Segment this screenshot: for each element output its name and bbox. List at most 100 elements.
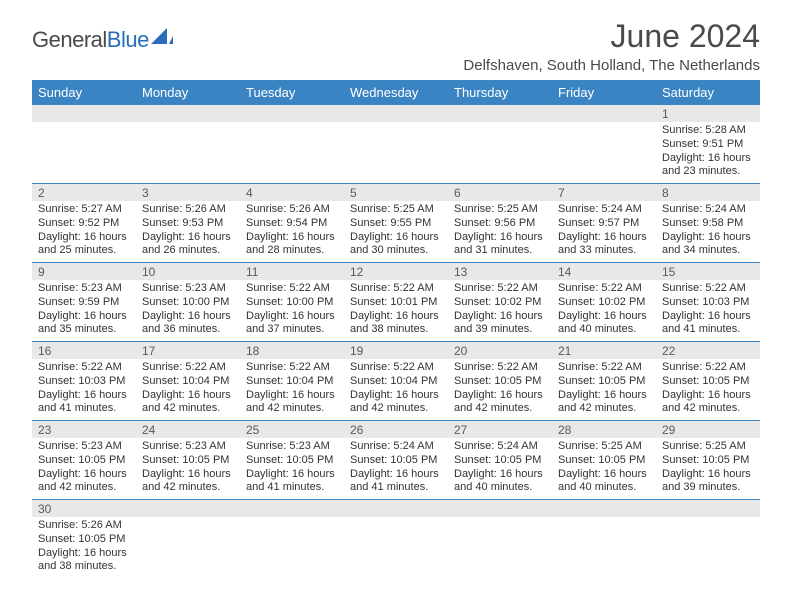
detail-row: Sunrise: 5:23 AM Sunset: 9:59 PM Dayligh…: [32, 280, 760, 342]
day-number-cell: 11: [240, 263, 344, 281]
day-detail-cell: Sunrise: 5:25 AM Sunset: 9:55 PM Dayligh…: [344, 201, 448, 263]
day-detail-cell: [552, 517, 656, 578]
weekday-header: Wednesday: [344, 80, 448, 105]
day-detail-cell: Sunrise: 5:24 AM Sunset: 9:57 PM Dayligh…: [552, 201, 656, 263]
daynum-row: 23242526272829: [32, 421, 760, 439]
day-number-cell: 30: [32, 500, 136, 518]
day-number-cell: 20: [448, 342, 552, 360]
day-detail-cell: Sunrise: 5:22 AM Sunset: 10:05 PM Daylig…: [552, 359, 656, 421]
calendar-page: GeneralBlue June 2024 Delfshaven, South …: [0, 0, 792, 578]
day-number-cell: [344, 500, 448, 518]
day-detail-cell: Sunrise: 5:27 AM Sunset: 9:52 PM Dayligh…: [32, 201, 136, 263]
location-text: Delfshaven, South Holland, The Netherlan…: [463, 57, 760, 74]
page-header: GeneralBlue June 2024 Delfshaven, South …: [32, 18, 760, 74]
day-detail-cell: [136, 517, 240, 578]
day-detail-cell: Sunrise: 5:22 AM Sunset: 10:01 PM Daylig…: [344, 280, 448, 342]
day-number-cell: 21: [552, 342, 656, 360]
day-number-cell: 12: [344, 263, 448, 281]
day-detail-cell: [240, 122, 344, 184]
day-detail-cell: Sunrise: 5:22 AM Sunset: 10:05 PM Daylig…: [448, 359, 552, 421]
day-number-cell: 5: [344, 184, 448, 202]
day-detail-cell: Sunrise: 5:22 AM Sunset: 10:05 PM Daylig…: [656, 359, 760, 421]
day-number-cell: [240, 105, 344, 122]
day-number-cell: 2: [32, 184, 136, 202]
daynum-row: 9101112131415: [32, 263, 760, 281]
day-number-cell: 7: [552, 184, 656, 202]
title-block: June 2024 Delfshaven, South Holland, The…: [463, 18, 760, 74]
day-number-cell: 23: [32, 421, 136, 439]
day-detail-cell: Sunrise: 5:23 AM Sunset: 9:59 PM Dayligh…: [32, 280, 136, 342]
weekday-header: Saturday: [656, 80, 760, 105]
day-number-cell: 18: [240, 342, 344, 360]
day-number-cell: 9: [32, 263, 136, 281]
daynum-row: 2345678: [32, 184, 760, 202]
day-detail-cell: Sunrise: 5:25 AM Sunset: 10:05 PM Daylig…: [552, 438, 656, 500]
day-detail-cell: Sunrise: 5:26 AM Sunset: 9:54 PM Dayligh…: [240, 201, 344, 263]
day-number-cell: 22: [656, 342, 760, 360]
day-number-cell: 6: [448, 184, 552, 202]
day-number-cell: [240, 500, 344, 518]
day-number-cell: [448, 500, 552, 518]
day-detail-cell: Sunrise: 5:22 AM Sunset: 10:02 PM Daylig…: [552, 280, 656, 342]
day-number-cell: 28: [552, 421, 656, 439]
day-number-cell: [136, 500, 240, 518]
day-number-cell: 24: [136, 421, 240, 439]
logo-text-gray: General: [32, 27, 107, 53]
day-number-cell: 14: [552, 263, 656, 281]
daynum-row: 16171819202122: [32, 342, 760, 360]
day-detail-cell: Sunrise: 5:24 AM Sunset: 10:05 PM Daylig…: [448, 438, 552, 500]
day-detail-cell: Sunrise: 5:26 AM Sunset: 9:53 PM Dayligh…: [136, 201, 240, 263]
day-number-cell: 1: [656, 105, 760, 122]
day-detail-cell: Sunrise: 5:22 AM Sunset: 10:02 PM Daylig…: [448, 280, 552, 342]
day-detail-cell: [344, 122, 448, 184]
calendar-table: Sunday Monday Tuesday Wednesday Thursday…: [32, 80, 760, 578]
day-number-cell: 26: [344, 421, 448, 439]
day-detail-cell: [448, 122, 552, 184]
day-number-cell: 16: [32, 342, 136, 360]
detail-row: Sunrise: 5:26 AM Sunset: 10:05 PM Daylig…: [32, 517, 760, 578]
weekday-header: Sunday: [32, 80, 136, 105]
day-detail-cell: Sunrise: 5:23 AM Sunset: 10:05 PM Daylig…: [240, 438, 344, 500]
weekday-header: Friday: [552, 80, 656, 105]
day-number-cell: 8: [656, 184, 760, 202]
detail-row: Sunrise: 5:23 AM Sunset: 10:05 PM Daylig…: [32, 438, 760, 500]
day-detail-cell: [552, 122, 656, 184]
day-detail-cell: [32, 122, 136, 184]
day-detail-cell: [344, 517, 448, 578]
day-detail-cell: Sunrise: 5:22 AM Sunset: 10:04 PM Daylig…: [240, 359, 344, 421]
daynum-row: 1: [32, 105, 760, 122]
weekday-header: Monday: [136, 80, 240, 105]
day-detail-cell: Sunrise: 5:23 AM Sunset: 10:00 PM Daylig…: [136, 280, 240, 342]
day-number-cell: 25: [240, 421, 344, 439]
day-detail-cell: Sunrise: 5:25 AM Sunset: 10:05 PM Daylig…: [656, 438, 760, 500]
day-detail-cell: Sunrise: 5:25 AM Sunset: 9:56 PM Dayligh…: [448, 201, 552, 263]
sail-icon: [151, 26, 173, 46]
detail-row: Sunrise: 5:28 AM Sunset: 9:51 PM Dayligh…: [32, 122, 760, 184]
day-number-cell: 4: [240, 184, 344, 202]
day-number-cell: 17: [136, 342, 240, 360]
month-title: June 2024: [463, 18, 760, 55]
day-detail-cell: Sunrise: 5:24 AM Sunset: 9:58 PM Dayligh…: [656, 201, 760, 263]
detail-row: Sunrise: 5:27 AM Sunset: 9:52 PM Dayligh…: [32, 201, 760, 263]
day-detail-cell: Sunrise: 5:23 AM Sunset: 10:05 PM Daylig…: [32, 438, 136, 500]
weekday-header: Tuesday: [240, 80, 344, 105]
weekday-header: Thursday: [448, 80, 552, 105]
day-detail-cell: [656, 517, 760, 578]
logo: GeneralBlue: [32, 18, 173, 54]
day-detail-cell: Sunrise: 5:22 AM Sunset: 10:04 PM Daylig…: [136, 359, 240, 421]
day-number-cell: 19: [344, 342, 448, 360]
day-detail-cell: Sunrise: 5:28 AM Sunset: 9:51 PM Dayligh…: [656, 122, 760, 184]
day-detail-cell: Sunrise: 5:22 AM Sunset: 10:03 PM Daylig…: [32, 359, 136, 421]
weekday-header-row: Sunday Monday Tuesday Wednesday Thursday…: [32, 80, 760, 105]
day-detail-cell: Sunrise: 5:23 AM Sunset: 10:05 PM Daylig…: [136, 438, 240, 500]
day-detail-cell: [240, 517, 344, 578]
daynum-row: 30: [32, 500, 760, 518]
day-detail-cell: [136, 122, 240, 184]
day-number-cell: [448, 105, 552, 122]
day-number-cell: [552, 500, 656, 518]
day-number-cell: [344, 105, 448, 122]
day-number-cell: 10: [136, 263, 240, 281]
day-number-cell: [656, 500, 760, 518]
day-detail-cell: Sunrise: 5:24 AM Sunset: 10:05 PM Daylig…: [344, 438, 448, 500]
day-number-cell: 3: [136, 184, 240, 202]
